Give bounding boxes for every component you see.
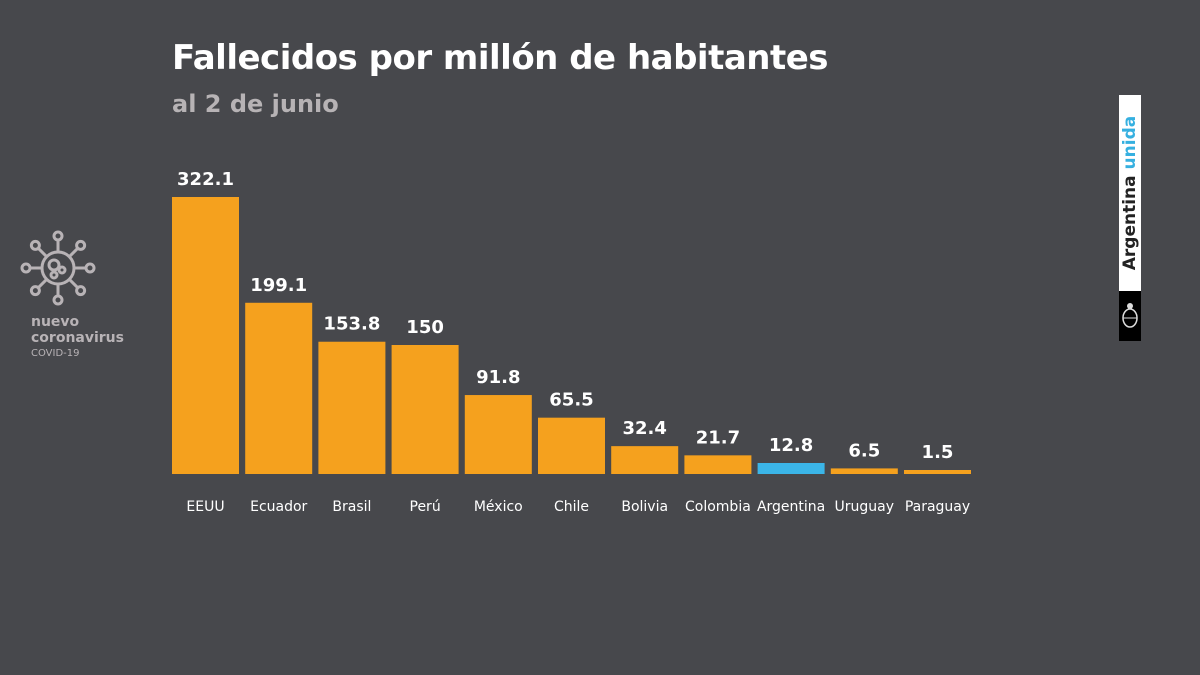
category-label: Uruguay <box>835 499 895 515</box>
bar-bolivia <box>611 446 679 474</box>
bar-argentina <box>757 462 825 474</box>
bar-ecuador <box>245 302 313 474</box>
category-label: Brasil <box>332 499 371 515</box>
bar-brasil <box>318 341 386 474</box>
coronavirus-icon <box>20 230 96 306</box>
bar-eeuu <box>172 197 239 474</box>
category-label: Colombia <box>685 499 751 515</box>
category-label: Bolivia <box>621 499 668 515</box>
bar-paraguay <box>904 470 971 474</box>
category-label: Perú <box>410 499 441 515</box>
data-label: 12.8 <box>769 435 813 456</box>
bar-perú <box>391 345 459 474</box>
data-label: 91.8 <box>476 367 520 388</box>
data-label: 1.5 <box>922 442 954 463</box>
data-label: 65.5 <box>549 390 593 411</box>
data-label: 153.8 <box>323 314 380 335</box>
data-label: 6.5 <box>848 440 880 461</box>
category-label: Chile <box>554 499 589 515</box>
chart-title: Fallecidos por millón de habitantes <box>172 38 829 78</box>
argentina-coat-of-arms-icon <box>1122 303 1138 328</box>
category-label: Paraguay <box>905 499 970 515</box>
data-label: 21.7 <box>696 427 740 448</box>
bar-chile <box>538 417 605 474</box>
bar-méxico <box>464 395 532 474</box>
data-label: 32.4 <box>622 418 666 439</box>
bar-colombia <box>684 455 752 474</box>
brand-nuevo: nuevo <box>31 314 80 330</box>
data-label: 150 <box>406 317 444 338</box>
brand-coronavirus: coronavirus <box>31 330 124 346</box>
bar-uruguay <box>830 468 898 474</box>
data-label: 322.1 <box>177 169 234 190</box>
data-label: 199.1 <box>250 275 307 296</box>
brand-covid: COVID-19 <box>31 348 80 359</box>
argentina-unida-logo: Argentina unida <box>1119 95 1141 341</box>
category-label: Argentina <box>757 499 825 515</box>
category-label: México <box>474 499 523 515</box>
logo-word-unida: unida <box>1120 115 1140 170</box>
logo-word-argentina: Argentina <box>1120 175 1140 271</box>
category-label: Ecuador <box>250 499 307 515</box>
chart-subtitle: al 2 de junio <box>172 90 339 118</box>
category-label: EEUU <box>186 499 224 515</box>
